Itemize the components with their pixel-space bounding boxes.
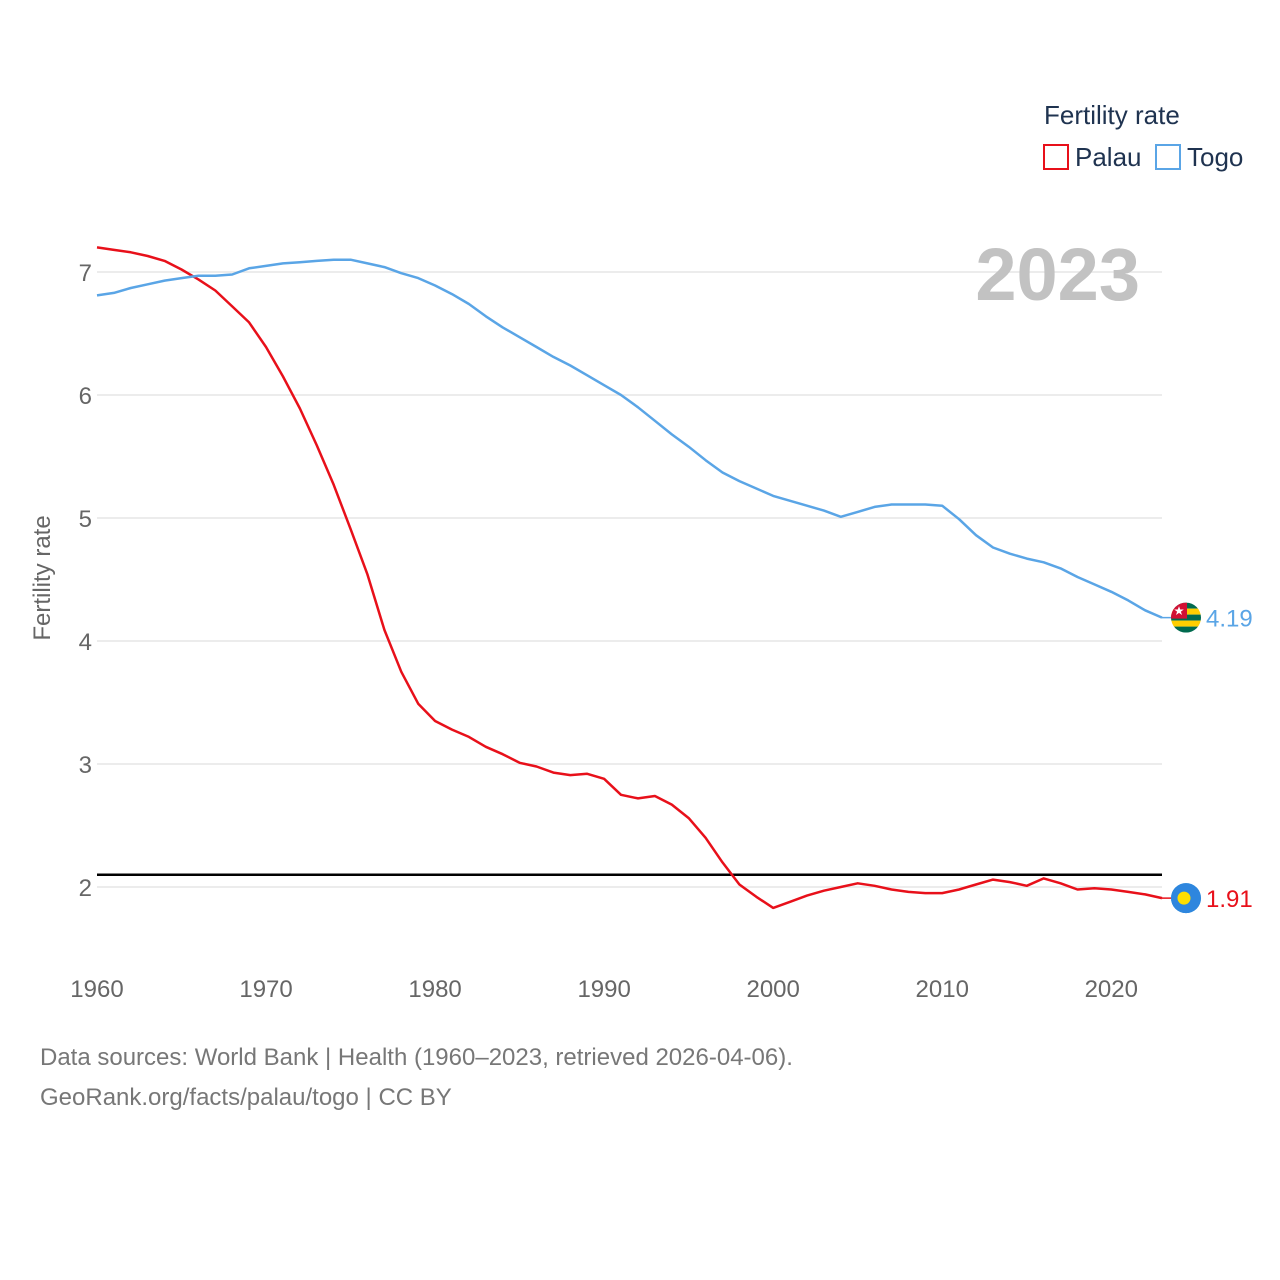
legend-item-togo[interactable]: Togo — [1155, 142, 1243, 172]
legend-label-palau: Palau — [1075, 142, 1142, 172]
x-tick-label-2010: 2010 — [916, 976, 969, 1003]
x-tick-label-1980: 1980 — [408, 976, 461, 1003]
palau-flag-icon — [1171, 883, 1201, 914]
x-tick-label-1990: 1990 — [577, 976, 630, 1003]
x-axis-ticks: 1960 1970 1980 1990 2000 2010 2020 — [70, 976, 1138, 1003]
legend-label-togo: Togo — [1187, 142, 1243, 172]
legend-item-palau[interactable]: Palau — [1043, 142, 1142, 172]
x-tick-label-2000: 2000 — [746, 976, 799, 1003]
y-tick-label-6: 6 — [79, 383, 92, 410]
x-tick-label-1970: 1970 — [239, 976, 292, 1003]
y-tick-label-3: 3 — [79, 752, 92, 779]
togo-flag-icon — [1171, 602, 1201, 633]
source-line-2[interactable]: GeoRank.org/facts/palau/togo | CC BY — [40, 1084, 452, 1111]
gridlines — [97, 271, 1162, 888]
y-axis-ticks: 2 3 4 5 6 7 — [79, 260, 92, 902]
legend-title: Fertility rate — [1044, 100, 1180, 130]
x-tick-label-1960: 1960 — [70, 976, 123, 1003]
y-tick-label-2: 2 — [79, 875, 92, 902]
end-value-label-palau: 1.91 — [1206, 886, 1253, 913]
y-tick-label-5: 5 — [79, 506, 92, 533]
source-line-1: Data sources: World Bank | Health (1960–… — [40, 1044, 793, 1071]
series-line-palau[interactable] — [96, 246, 1163, 910]
end-value-label-togo: 4.19 — [1206, 606, 1253, 633]
y-axis-label: Fertility rate — [29, 515, 56, 640]
y-tick-label-7: 7 — [79, 260, 92, 287]
legend: Fertility rate Palau Togo — [1043, 100, 1243, 172]
series-lines — [96, 246, 1163, 910]
series-line-togo[interactable] — [96, 258, 1163, 619]
year-watermark: 2023 — [975, 233, 1140, 316]
end-markers: 1.91 4.19 — [1162, 602, 1253, 914]
x-tick-label-2020: 2020 — [1085, 976, 1138, 1003]
legend-swatch-togo — [1155, 144, 1181, 170]
legend-swatch-palau — [1043, 144, 1069, 170]
y-tick-label-4: 4 — [79, 629, 92, 656]
